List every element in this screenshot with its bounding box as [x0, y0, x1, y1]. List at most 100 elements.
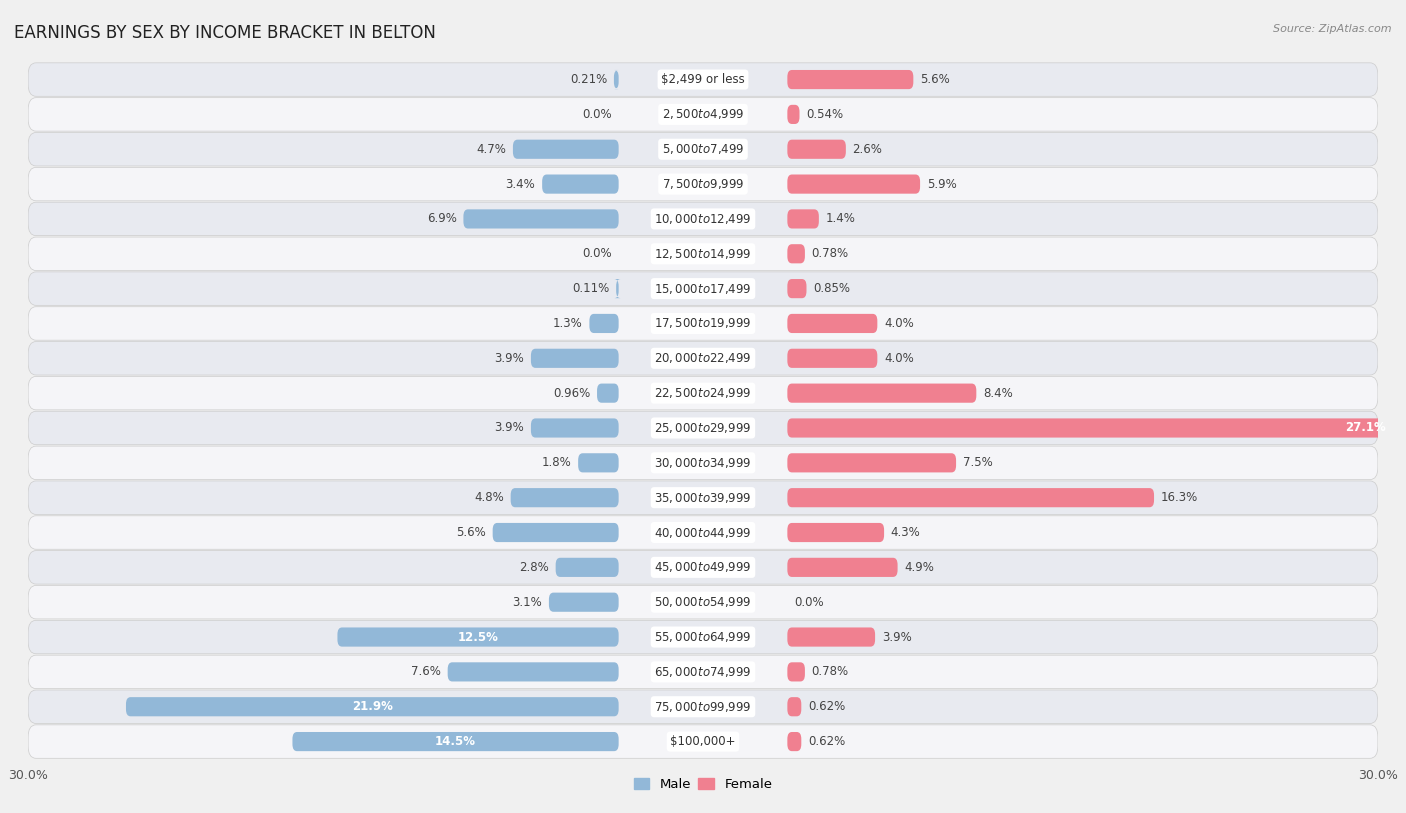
Text: 0.0%: 0.0% [582, 108, 612, 121]
Text: 5.6%: 5.6% [456, 526, 486, 539]
Text: $40,000 to $44,999: $40,000 to $44,999 [654, 525, 752, 540]
Text: 1.4%: 1.4% [825, 212, 855, 225]
FancyBboxPatch shape [28, 585, 1378, 619]
FancyBboxPatch shape [28, 307, 1378, 340]
Text: 0.85%: 0.85% [813, 282, 851, 295]
Text: 0.54%: 0.54% [806, 108, 844, 121]
Text: $2,499 or less: $2,499 or less [661, 73, 745, 86]
FancyBboxPatch shape [787, 523, 884, 542]
FancyBboxPatch shape [292, 732, 619, 751]
Text: $17,500 to $19,999: $17,500 to $19,999 [654, 316, 752, 330]
Text: $15,000 to $17,499: $15,000 to $17,499 [654, 281, 752, 296]
FancyBboxPatch shape [787, 175, 920, 193]
Text: $55,000 to $64,999: $55,000 to $64,999 [654, 630, 752, 644]
Text: 7.5%: 7.5% [963, 456, 993, 469]
FancyBboxPatch shape [555, 558, 619, 577]
FancyBboxPatch shape [787, 209, 818, 228]
Text: 2.6%: 2.6% [852, 143, 883, 156]
FancyBboxPatch shape [28, 133, 1378, 166]
FancyBboxPatch shape [492, 523, 619, 542]
Text: 0.78%: 0.78% [811, 665, 849, 678]
FancyBboxPatch shape [28, 481, 1378, 515]
Text: 6.9%: 6.9% [427, 212, 457, 225]
Text: 4.0%: 4.0% [884, 352, 914, 365]
FancyBboxPatch shape [787, 279, 807, 298]
FancyBboxPatch shape [787, 349, 877, 367]
Text: EARNINGS BY SEX BY INCOME BRACKET IN BELTON: EARNINGS BY SEX BY INCOME BRACKET IN BEL… [14, 24, 436, 42]
Text: 0.78%: 0.78% [811, 247, 849, 260]
FancyBboxPatch shape [464, 209, 619, 228]
Text: 0.62%: 0.62% [808, 700, 845, 713]
FancyBboxPatch shape [447, 663, 619, 681]
Text: 0.11%: 0.11% [572, 282, 609, 295]
Text: 14.5%: 14.5% [434, 735, 477, 748]
FancyBboxPatch shape [787, 732, 801, 751]
Text: 3.9%: 3.9% [882, 631, 911, 644]
FancyBboxPatch shape [787, 314, 877, 333]
FancyBboxPatch shape [28, 446, 1378, 480]
Text: 5.9%: 5.9% [927, 177, 956, 190]
FancyBboxPatch shape [598, 384, 619, 402]
FancyBboxPatch shape [127, 698, 619, 716]
Text: 3.4%: 3.4% [506, 177, 536, 190]
FancyBboxPatch shape [513, 140, 619, 159]
FancyBboxPatch shape [787, 698, 801, 716]
Text: $30,000 to $34,999: $30,000 to $34,999 [654, 456, 752, 470]
FancyBboxPatch shape [787, 140, 846, 159]
Text: 4.0%: 4.0% [884, 317, 914, 330]
Text: 3.1%: 3.1% [512, 596, 543, 609]
Text: 4.7%: 4.7% [477, 143, 506, 156]
Text: $12,500 to $14,999: $12,500 to $14,999 [654, 247, 752, 261]
FancyBboxPatch shape [787, 454, 956, 472]
Text: $22,500 to $24,999: $22,500 to $24,999 [654, 386, 752, 400]
Text: 16.3%: 16.3% [1161, 491, 1198, 504]
Text: 27.1%: 27.1% [1346, 421, 1386, 434]
Text: 7.6%: 7.6% [411, 665, 441, 678]
FancyBboxPatch shape [28, 620, 1378, 654]
FancyBboxPatch shape [787, 628, 875, 646]
FancyBboxPatch shape [578, 454, 619, 472]
Text: 1.8%: 1.8% [541, 456, 571, 469]
Text: $35,000 to $39,999: $35,000 to $39,999 [654, 491, 752, 505]
FancyBboxPatch shape [28, 550, 1378, 584]
Text: 1.3%: 1.3% [553, 317, 582, 330]
FancyBboxPatch shape [531, 419, 619, 437]
Text: $20,000 to $22,499: $20,000 to $22,499 [654, 351, 752, 365]
Text: $100,000+: $100,000+ [671, 735, 735, 748]
FancyBboxPatch shape [614, 279, 620, 298]
Text: 0.0%: 0.0% [794, 596, 824, 609]
Text: 12.5%: 12.5% [457, 631, 499, 644]
FancyBboxPatch shape [28, 63, 1378, 96]
Text: 3.9%: 3.9% [495, 421, 524, 434]
Text: 5.6%: 5.6% [920, 73, 950, 86]
Text: 4.9%: 4.9% [904, 561, 934, 574]
FancyBboxPatch shape [28, 167, 1378, 201]
FancyBboxPatch shape [787, 488, 1154, 507]
Text: 8.4%: 8.4% [983, 387, 1012, 400]
FancyBboxPatch shape [787, 244, 804, 263]
Text: 21.9%: 21.9% [352, 700, 392, 713]
Text: $10,000 to $12,499: $10,000 to $12,499 [654, 212, 752, 226]
Text: 0.0%: 0.0% [582, 247, 612, 260]
Text: 0.96%: 0.96% [553, 387, 591, 400]
Text: 4.8%: 4.8% [474, 491, 503, 504]
FancyBboxPatch shape [614, 70, 619, 89]
Text: Source: ZipAtlas.com: Source: ZipAtlas.com [1274, 24, 1392, 34]
FancyBboxPatch shape [28, 272, 1378, 306]
FancyBboxPatch shape [28, 515, 1378, 550]
FancyBboxPatch shape [589, 314, 619, 333]
Text: $45,000 to $49,999: $45,000 to $49,999 [654, 560, 752, 574]
Text: 3.9%: 3.9% [495, 352, 524, 365]
FancyBboxPatch shape [787, 384, 976, 402]
Text: $25,000 to $29,999: $25,000 to $29,999 [654, 421, 752, 435]
Text: $2,500 to $4,999: $2,500 to $4,999 [662, 107, 744, 121]
Text: 2.8%: 2.8% [519, 561, 548, 574]
FancyBboxPatch shape [28, 237, 1378, 271]
FancyBboxPatch shape [787, 663, 804, 681]
FancyBboxPatch shape [787, 70, 914, 89]
Legend: Male, Female: Male, Female [628, 773, 778, 797]
FancyBboxPatch shape [28, 98, 1378, 131]
FancyBboxPatch shape [548, 593, 619, 611]
Text: 0.62%: 0.62% [808, 735, 845, 748]
Text: 4.3%: 4.3% [891, 526, 921, 539]
